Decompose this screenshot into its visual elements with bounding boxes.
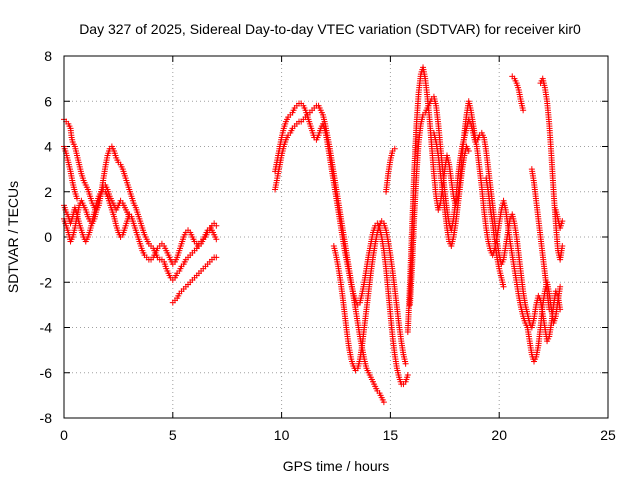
y-tick-label: 2 [44,184,52,200]
y-tick-label: 0 [44,229,52,245]
data-point [465,148,472,155]
data-point [380,399,387,406]
y-tick-label: -4 [40,320,53,336]
data-point [404,372,411,379]
data-point [402,360,409,367]
x-tick-label: 25 [600,427,616,443]
data-point [557,283,564,290]
data-point [213,222,220,229]
data-point [500,283,507,290]
y-tick-label: 4 [44,139,52,155]
data-marks [61,64,566,406]
data-point [520,107,527,114]
y-tick-label: 6 [44,93,52,109]
y-tick-label: -8 [40,410,53,426]
x-tick-label: 10 [274,427,290,443]
data-point [546,306,553,313]
data-point [213,236,220,243]
data-point [74,195,81,202]
y-tick-label: -6 [40,365,53,381]
y-axis-label: SDTVAR / TECUs [5,181,21,293]
x-tick-label: 20 [491,427,507,443]
data-point [213,254,220,261]
data-point [126,213,133,220]
data-point [557,306,564,313]
data-point [559,243,566,250]
x-tick-label: 0 [60,427,68,443]
x-axis-label: GPS time / hours [283,458,390,474]
data-point [391,145,398,152]
x-tick-label: 5 [169,427,177,443]
data-point [559,218,566,225]
y-tick-label: -2 [40,274,53,290]
y-tick-label: 8 [44,48,52,64]
plot-frame [63,55,609,419]
x-tick-label: 15 [383,427,399,443]
chart-title: Day 327 of 2025, Sidereal Day-to-day VTE… [79,21,581,37]
